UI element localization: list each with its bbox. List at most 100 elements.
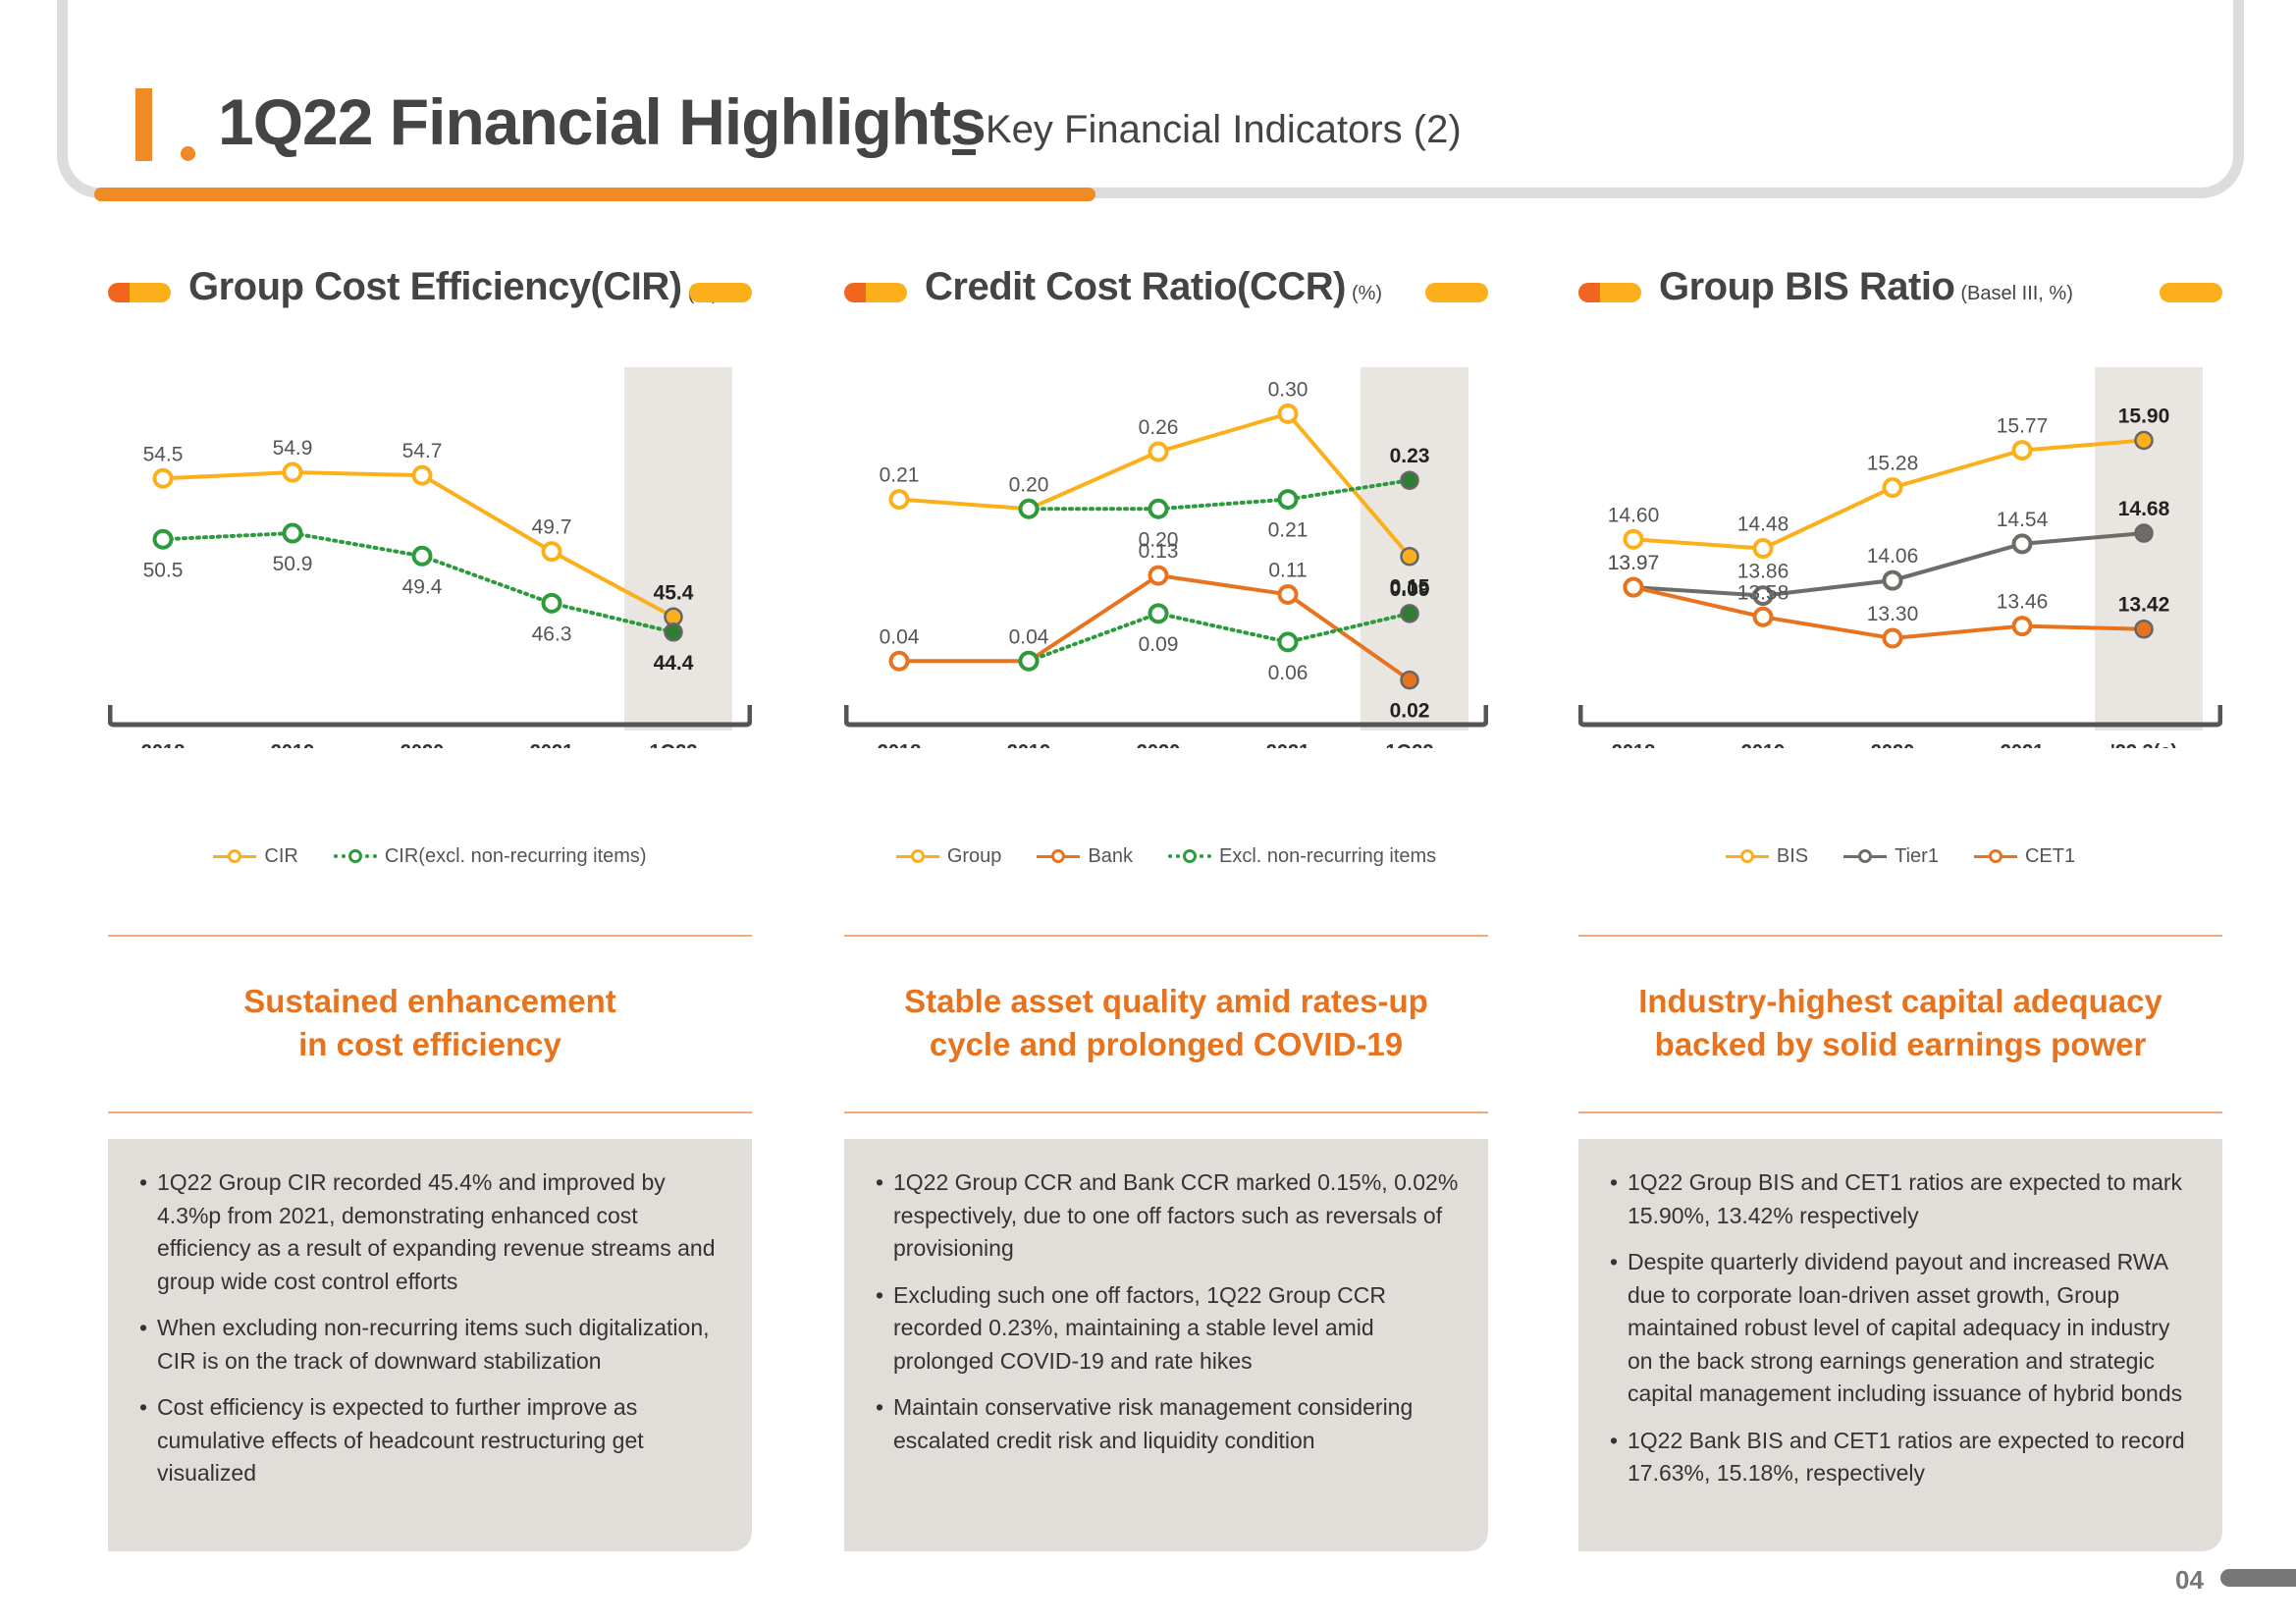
data-label-cir: 54.5: [143, 443, 184, 465]
bullet-item: Cost efficiency is expected to further i…: [139, 1391, 726, 1490]
data-label-cir-excl-non-recurring-items: 50.5: [143, 559, 184, 581]
data-point-cir: [541, 541, 562, 563]
data-point-cir: [152, 467, 174, 489]
legend-symbol: [1973, 848, 2017, 864]
data-label-bis: 14.48: [1737, 514, 1789, 536]
data-label-cir: 54.7: [402, 440, 443, 462]
header-pill-right: [689, 283, 752, 302]
data-point-bank: [1148, 565, 1169, 586]
legend-item: Group: [895, 844, 1002, 868]
data-label-bis: 15.28: [1867, 453, 1919, 475]
data-point-excl-non-recurring-items: [1277, 489, 1299, 511]
data-label-cir: 49.7: [532, 516, 572, 539]
commentary-box: 1Q22 Group BIS and CET1 ratios are expec…: [1578, 1139, 2222, 1551]
bullet-item: 1Q22 Group CIR recorded 45.4% and improv…: [139, 1166, 726, 1298]
highlight-band: [624, 367, 732, 731]
legend-label: Excl. non-recurring items: [1219, 844, 1437, 867]
bullet-item: Maintain conservative risk management co…: [876, 1391, 1463, 1457]
data-label-cet1: 13.30: [1867, 603, 1919, 625]
data-label-cir-excl-non-recurring-items: 46.3: [532, 623, 572, 645]
divider: [108, 935, 752, 937]
data-point-bis: [1882, 477, 1903, 499]
section-unit: (Basel III, %): [1960, 283, 2073, 304]
data-label-cir: 54.9: [273, 437, 313, 460]
data-label-bis: 15.77: [1997, 415, 2049, 438]
data-point-group: [1400, 546, 1419, 567]
data-label-bank: 0.02: [1390, 700, 1430, 723]
data-point-tier1: [1882, 569, 1903, 591]
data-point-cir: [282, 461, 303, 483]
data-label-tier1: 14.54: [1997, 509, 2049, 531]
tagline-line: in cost efficiency: [298, 1026, 561, 1062]
chart-legend: CIR CIR(excl. non-recurring items): [108, 837, 752, 876]
section-bis: Group BIS Ratio(Basel III, %) 2018201920…: [1578, 257, 2222, 1563]
header-progress-bar: [94, 188, 1095, 201]
x-tick-label: 2019: [271, 741, 315, 748]
section-cir: Group Cost Efficiency(CIR)(%) 2018201920…: [108, 257, 752, 1563]
series-line-bank: [899, 572, 1412, 682]
divider: [1578, 1111, 2222, 1113]
legend-item: Bank: [1037, 845, 1133, 868]
data-point-bank: [1400, 670, 1419, 690]
legend-label: CET1: [2024, 844, 2076, 867]
data-point-cet1: [2134, 619, 2154, 639]
data-point-excl-non-recurring-items: [1148, 498, 1169, 519]
data-label-bank: 0.04: [1009, 625, 1049, 648]
data-label-cir-excl-non-recurring-items: 49.4: [402, 575, 443, 598]
page-number: 04: [2175, 1565, 2204, 1595]
header-pill-right: [2160, 283, 2222, 302]
data-label-group: 0.26: [1139, 416, 1179, 439]
x-tick-label: 2019: [1007, 741, 1051, 748]
data-point-bank: [888, 650, 910, 672]
bullet-item: Despite quarterly dividend payout and in…: [1610, 1246, 2197, 1411]
legend-label: Group: [946, 844, 1002, 867]
data-label-bank: 0.13: [1139, 540, 1179, 563]
legend-symbol: [1725, 848, 1769, 864]
section-header: Group BIS Ratio (Basel III, %): [1578, 257, 2222, 326]
cir-chart: 2018 2019 2020 2021 1Q22 54.5 54.9 54.7 49.7 45.4…: [108, 355, 752, 748]
data-label-tier1: 14.06: [1867, 545, 1919, 568]
data-point-cet1: [1623, 576, 1644, 598]
section-title-text: Group BIS Ratio: [1659, 265, 1955, 308]
legend-item: Tier1: [1843, 845, 1939, 868]
x-tick-label: 2018: [878, 741, 922, 748]
chart-legend: Group Bank Excl. non-recurring items: [844, 837, 1488, 876]
section-header: Group Cost Efficiency(CIR)(%): [108, 257, 752, 326]
data-point-bank: [1277, 583, 1299, 605]
data-point-excl-non-recurring-items: [1400, 470, 1419, 490]
data-point-excl-non-recurring-items: [1018, 650, 1040, 672]
data-point-excl-non-recurring-items: [1148, 603, 1169, 624]
bullet-item: 1Q22 Group BIS and CET1 ratios are expec…: [1610, 1166, 2197, 1232]
data-label-group: 0.15: [1390, 576, 1430, 599]
tagline-line: Stable asset quality amid rates-up: [904, 983, 1428, 1019]
data-label-excl-non-recurring-items: 0.09: [1139, 633, 1179, 656]
divider: [108, 1111, 752, 1113]
chart-legend: BIS Tier1 CET1: [1578, 837, 2222, 876]
legend-item: CIR: [213, 845, 298, 868]
data-label-cir-excl-non-recurring-items: 50.9: [273, 553, 313, 575]
series-line-excl-non-recurring-items: [1027, 478, 1412, 512]
data-point-bis: [2011, 440, 2033, 461]
bullet-item: Excluding such one off factors, 1Q22 Gro…: [876, 1279, 1463, 1379]
section-header: Credit Cost Ratio(CCR) (%): [844, 257, 1488, 326]
legend-symbol: [895, 848, 939, 864]
data-label-bis: 14.60: [1608, 504, 1660, 526]
x-tick-label: 2021: [530, 741, 574, 748]
data-label-excl-non-recurring-items: 0.21: [1268, 519, 1308, 542]
data-point-cir-excl-non-recurring-items: [152, 528, 174, 550]
data-label-cir-excl-non-recurring-items: 44.4: [654, 652, 694, 675]
bullet-item: 1Q22 Bank BIS and CET1 ratios are expect…: [1610, 1425, 2197, 1490]
page-title: 1Q22 Financial Highlights: [218, 85, 987, 158]
section-tagline: Stable asset quality amid rates-up cycle…: [844, 980, 1488, 1066]
legend-label: BIS: [1776, 844, 1809, 867]
x-tick-label: 1Q22: [1386, 741, 1434, 748]
header-accent-dot: [181, 146, 195, 161]
data-point-cir-excl-non-recurring-items: [282, 522, 303, 544]
title-separator: [952, 149, 976, 155]
section-unit: (%): [1351, 283, 1383, 304]
x-axis-bracket: [108, 705, 752, 728]
divider: [844, 1111, 1488, 1113]
x-tick-label: 2020: [1137, 741, 1181, 748]
data-label-cet1: 13.46: [1997, 591, 2049, 614]
data-label-excl-non-recurring-items: 0.09: [1390, 578, 1430, 601]
